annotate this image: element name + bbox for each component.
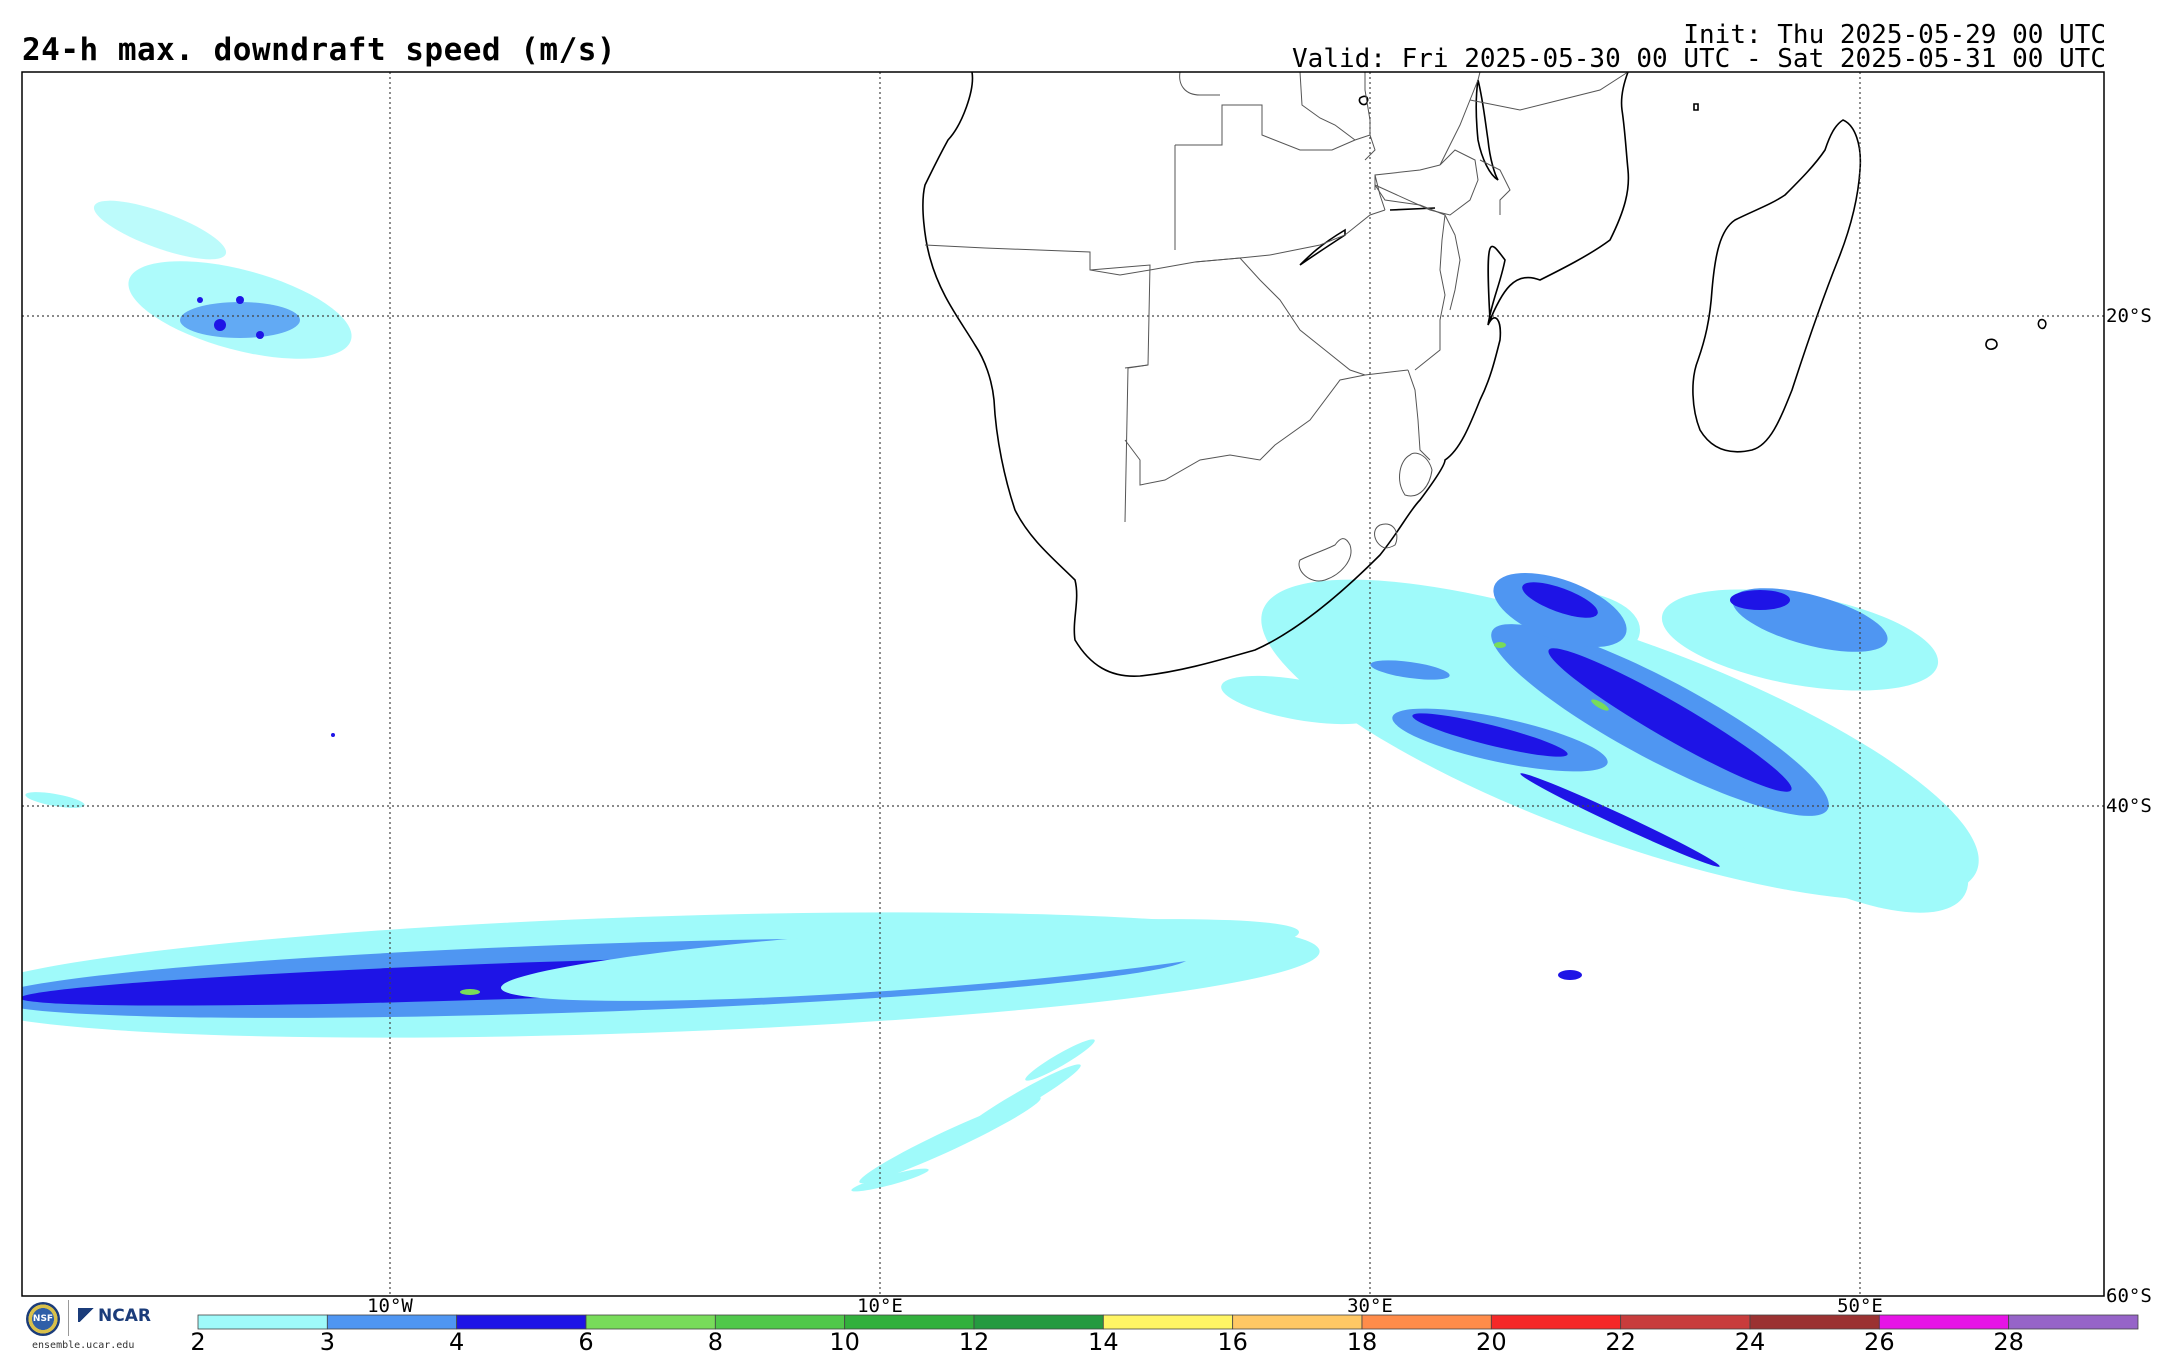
site-url: ensemble.ucar.edu (32, 1340, 135, 1351)
colorbar-swatch (1361, 1314, 1492, 1330)
colorbar-tick-label: 20 (1476, 1328, 1507, 1354)
downdraft-cluster-northwest (93, 200, 352, 359)
lat-label-60s: 60°S (2106, 1285, 2152, 1307)
colorbar-swatch (1878, 1314, 2010, 1330)
lake-malawi (1475, 79, 1499, 181)
colorbar-tick-label: 16 (1217, 1328, 1248, 1354)
colorbar-tick-label: 18 (1347, 1328, 1378, 1354)
logo-area: NSF NCAR ensemble.ucar.edu (22, 1300, 172, 1351)
downdraft-streaks-southwest (851, 1039, 1095, 1192)
colorbar-swatch (1749, 1314, 1880, 1330)
colorbar-tick-label: 10 (829, 1328, 860, 1354)
colorbar-tick-label: 24 (1735, 1328, 1766, 1354)
lon-label-10e: 10°E (857, 1295, 903, 1317)
colorbar-swatch (1490, 1314, 1622, 1330)
country-borders (924, 71, 1629, 582)
colorbar-swatch (1232, 1314, 1363, 1330)
colorbar-swatch (1620, 1314, 1751, 1330)
downdraft-streak-west (25, 792, 85, 808)
downdraft-cluster-southeast (1221, 573, 1979, 980)
downdraft-dot (331, 733, 335, 737)
ncar-mark-icon (78, 1308, 96, 1322)
colorbar-tick-label: 12 (959, 1328, 990, 1354)
colorbar-tick-label: 22 (1605, 1328, 1636, 1354)
colorbar-swatch (714, 1314, 846, 1330)
coastlines (922, 71, 2047, 677)
logo-divider (68, 1300, 69, 1336)
ncar-logo: NCAR (78, 1306, 151, 1326)
lon-label-50e: 50°E (1837, 1295, 1883, 1317)
colorbar: 2 3 4 6 8 10 12 14 16 18 20 22 24 26 28 (190, 1314, 2139, 1354)
init-time: Init: Thu 2025-05-29 00 UTC (1683, 20, 2106, 50)
colorbar-swatch (326, 1314, 458, 1330)
africa-coastline (922, 71, 1630, 677)
madagascar-coastline (1692, 119, 1862, 453)
lon-label-10w: 10°W (367, 1295, 413, 1317)
colorbar-tick-label: 14 (1088, 1328, 1119, 1354)
reunion-coastline (2037, 318, 2047, 330)
colorbar-swatch (1102, 1314, 1234, 1330)
colorbar-tick-label: 6 (578, 1328, 593, 1354)
colorbar-swatch (973, 1314, 1104, 1330)
comoros-coastline (1693, 103, 1699, 111)
lat-label-40s: 40°S (2106, 795, 2152, 817)
downdraft-field (22, 200, 1979, 1192)
colorbar-swatch (585, 1314, 716, 1330)
map-frame (21, 71, 2105, 1297)
colorbar-swatch (197, 1314, 328, 1330)
mauritius-coastline (1985, 338, 1998, 350)
colorbar-tick-label: 26 (1864, 1328, 1895, 1354)
lon-label-30e: 30°E (1347, 1295, 1393, 1317)
nsf-logo: NSF (26, 1302, 60, 1336)
downdraft-band-south (22, 912, 1320, 1038)
ncar-label: NCAR (98, 1306, 151, 1326)
lat-label-20s: 20°S (2106, 305, 2152, 327)
valid-time: Valid: Fri 2025-05-30 00 UTC - Sat 2025-… (1292, 44, 2106, 74)
map-title: 24-h max. downdraft speed (m/s) (22, 32, 617, 68)
colorbar-tick-label: 2 (190, 1328, 205, 1354)
colorbar-tick-label: 28 (1993, 1328, 2024, 1354)
colorbar-tick-label: 3 (320, 1328, 335, 1354)
colorbar-swatch (456, 1314, 587, 1330)
colorbar-swatch (844, 1314, 975, 1330)
colorbar-swatch (2008, 1314, 2139, 1330)
colorbar-tick-label: 8 (708, 1328, 723, 1354)
gridlines (22, 72, 2104, 1296)
colorbar-tick-label: 4 (449, 1328, 464, 1354)
lake-small-north (1358, 95, 1369, 106)
